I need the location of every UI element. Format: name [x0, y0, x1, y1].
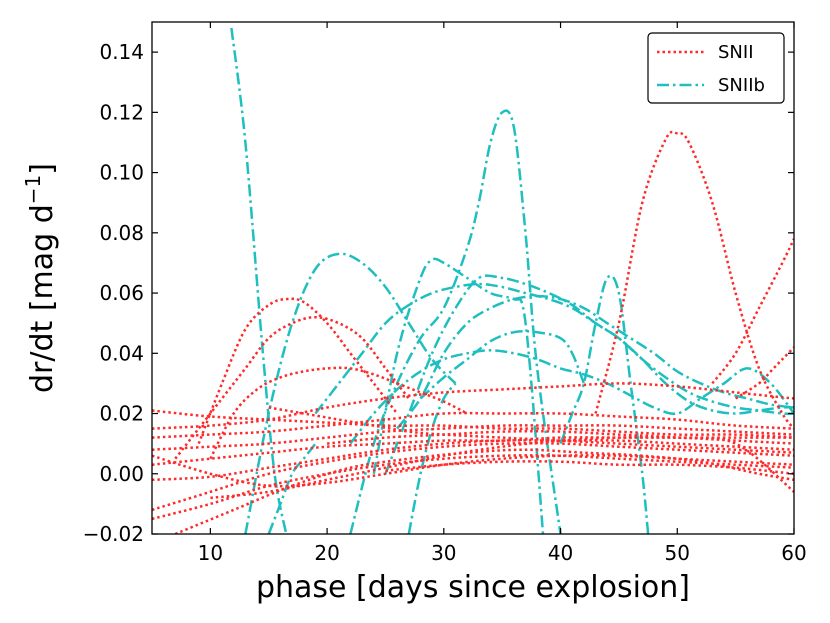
series-snii-line-12 — [594, 130, 794, 430]
series-snii-line-26 — [152, 411, 794, 439]
series-snii-line-23 — [152, 441, 794, 512]
y-tick-label: 0.00 — [99, 462, 144, 486]
y-axis-label-exponent: −1 — [21, 175, 45, 204]
x-axis-label: phase [days since explosion] — [256, 570, 690, 605]
y-axis-label: dr/dt [mag d−1] — [21, 163, 60, 393]
legend-label-snii: SNII — [718, 42, 754, 63]
plot-series-layer — [152, 27, 794, 534]
x-tick-label: 30 — [431, 541, 456, 565]
y-tick-label: 0.08 — [99, 221, 144, 245]
series-sniib-line-7 — [314, 282, 794, 415]
y-tick-label: −0.02 — [83, 522, 144, 546]
series-snii-line-14 — [734, 346, 794, 400]
series-sniib-line-3 — [372, 257, 545, 534]
y-tick-label: 0.12 — [99, 100, 144, 124]
series-snii-line-21 — [152, 436, 794, 466]
plot-frame — [151, 21, 795, 535]
x-tick-label: 10 — [198, 541, 223, 565]
y-tick-label: 0.02 — [99, 402, 144, 426]
x-tick-label: 20 — [314, 541, 339, 565]
axis-ticks: 10 20 30 40 50 60 −0.02 0.00 0.02 0.04 0.06 0.08 0.1… — [83, 22, 807, 565]
series-snii-line-15 — [197, 297, 399, 445]
series-snii-line-24 — [152, 454, 794, 521]
y-axis-label-close: ] — [25, 163, 60, 175]
legend-label-sniib: SNIIb — [718, 75, 765, 96]
y-tick-label: 0.14 — [99, 40, 144, 64]
x-tick-label: 40 — [548, 541, 573, 565]
x-tick-label: 60 — [781, 541, 806, 565]
y-tick-label: 0.10 — [99, 161, 144, 185]
y-tick-label: 0.06 — [99, 281, 144, 305]
series-snii-line-28 — [268, 406, 794, 454]
y-axis-label-main: dr/dt [mag d — [25, 204, 60, 393]
series-snii-line-31 — [210, 435, 794, 500]
series-snii-line-20 — [152, 424, 794, 451]
series-sniib-line-6 — [419, 330, 586, 400]
series-sniib-line-0 — [230, 27, 288, 534]
legend: SNII SNIIb — [647, 32, 785, 104]
x-tick-label: 50 — [665, 541, 690, 565]
series-snii-line-13 — [711, 238, 794, 385]
series-snii-line-19 — [152, 382, 794, 430]
series-sniib-line-1 — [244, 252, 457, 534]
y-tick-label: 0.04 — [99, 341, 144, 365]
series-snii-line-30 — [385, 460, 794, 476]
series-snii-line-27 — [152, 454, 794, 488]
series-sniib-line-5 — [396, 294, 794, 430]
